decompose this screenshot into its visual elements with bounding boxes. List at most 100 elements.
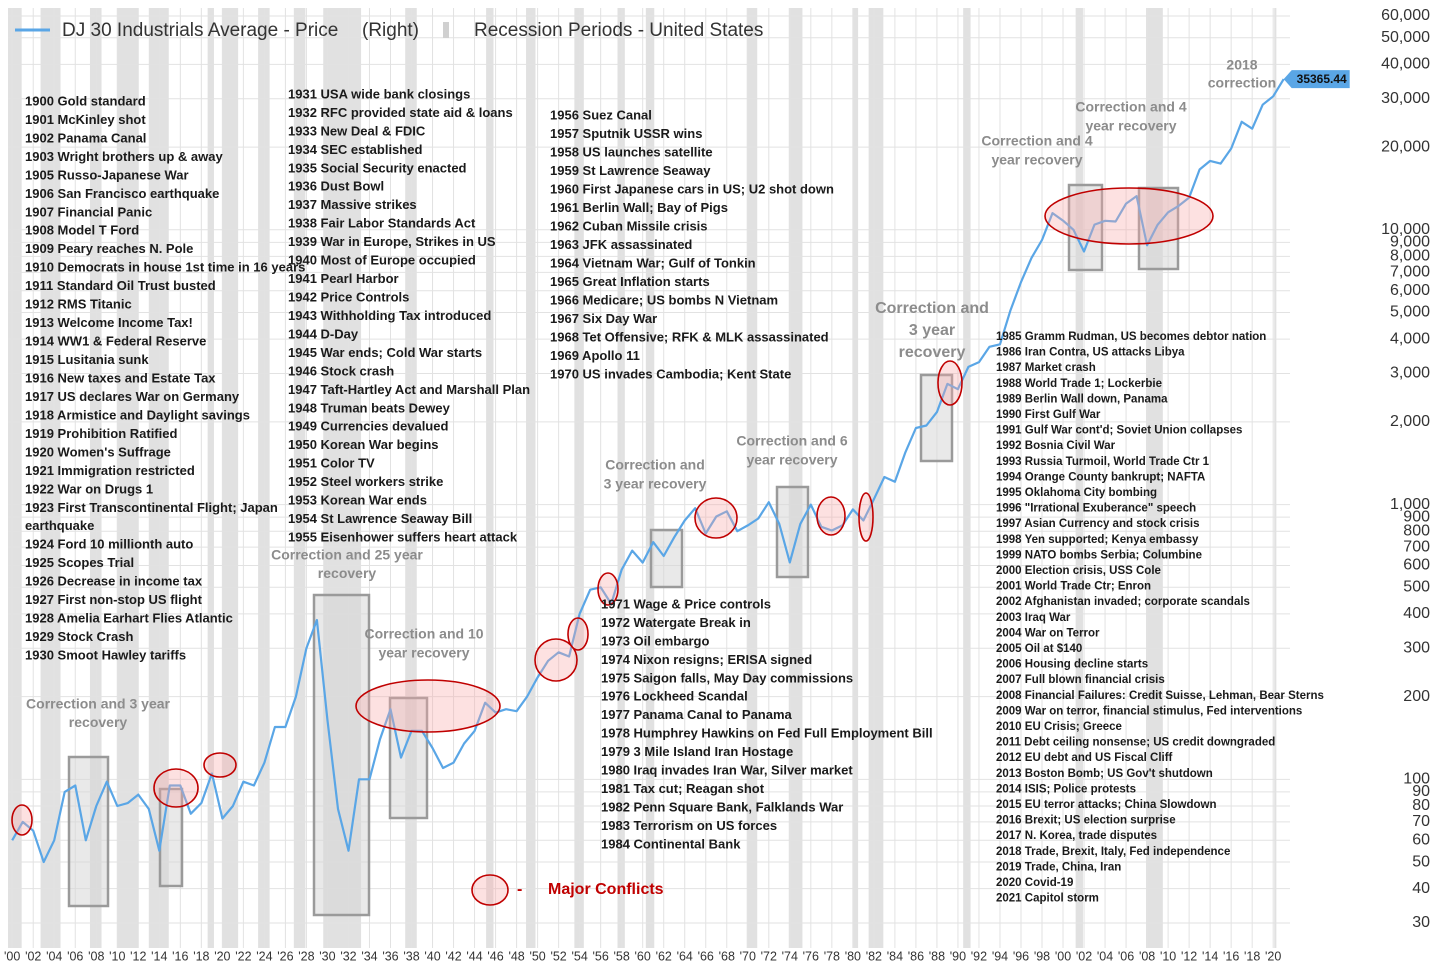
y-tick-label: 40	[1412, 880, 1430, 897]
y-tick-label: 8,000	[1390, 248, 1430, 265]
event-text: 1941 Pearl Harbor	[288, 271, 399, 286]
x-tick-label: '66	[698, 949, 714, 963]
x-tick-label: '18	[1244, 949, 1260, 963]
legend-label: DJ 30 Industrials Average - Price	[62, 20, 338, 41]
annotation-text: year recovery	[378, 645, 469, 661]
x-tick-label: '92	[971, 949, 987, 963]
event-text: 1917 US declares War on Germany	[25, 389, 240, 404]
recession-band	[1075, 8, 1083, 948]
event-text: 1962 Cuban Missile crisis	[550, 218, 708, 233]
conflict-ellipse	[203, 752, 237, 778]
annotation-text: Correction and 6	[736, 433, 847, 449]
event-text: 1958 US launches satellite	[550, 144, 713, 159]
x-tick-label: '58	[614, 949, 630, 963]
x-tick-label: '86	[908, 949, 924, 963]
event-text: 1911 Standard Oil Trust busted	[25, 278, 216, 293]
event-text: 1964 Vietnam War; Gulf of Tonkin	[550, 255, 756, 270]
annotation-text: recovery	[69, 714, 128, 730]
event-text: 1926 Decrease in income tax	[25, 574, 203, 589]
conflict-ellipse	[937, 360, 963, 406]
event-text: 1925 Scopes Trial	[25, 555, 134, 570]
line-layer	[11, 70, 1350, 864]
annotation-shapes	[67, 183, 1180, 917]
conflict-ellipse	[816, 496, 846, 536]
event-text: 1961 Berlin Wall; Bay of Pigs	[550, 200, 728, 215]
event-text: 1924 Ford 10 millionth auto	[25, 537, 193, 552]
event-text: 1970 US invades Cambodia; Kent State	[550, 366, 791, 381]
event-text: 1908 Model T Ford	[25, 223, 139, 238]
correction-box	[1137, 186, 1180, 271]
annotation-text: recovery	[899, 344, 966, 361]
x-tick-label: '04	[1097, 949, 1113, 963]
x-tick-label: '40	[424, 949, 440, 963]
recession-band	[8, 8, 22, 948]
last-value-callout	[1283, 70, 1350, 89]
event-text: 1987 Market crash	[996, 362, 1096, 374]
y-tick-label: 30,000	[1381, 90, 1430, 107]
conflict-ellipse	[153, 768, 199, 808]
correction-box	[919, 373, 954, 463]
y-tick-label: 2,000	[1390, 413, 1430, 430]
x-tick-label: '74	[782, 949, 798, 963]
event-text: 2012 EU debt and US Fiscal Cliff	[996, 752, 1173, 764]
conflict-ellipse	[567, 617, 589, 651]
x-tick-label: '00	[4, 949, 20, 963]
event-text: 1923 First Transcontinental Flight; Japa…	[25, 500, 278, 515]
x-tick-label: '12	[130, 949, 146, 963]
x-tick-label: '68	[719, 949, 735, 963]
event-text: 1959 St Lawrence Seaway	[550, 163, 711, 178]
annotation-text: Correction and 4	[981, 133, 1092, 149]
event-text: 1997 Asian Currency and stock crisis	[996, 518, 1199, 530]
event-text: 1913 Welcome Income Tax!	[25, 315, 193, 330]
y-tick-label: 50	[1412, 853, 1430, 870]
legend-conflict-ellipse	[471, 874, 509, 906]
legend: DJ 30 Industrials Average - Price (Right…	[15, 20, 763, 41]
x-tick-label: '14	[1202, 949, 1218, 963]
event-text: 1935 Social Security enacted	[288, 160, 467, 175]
x-tick-label: '16	[172, 949, 188, 963]
legend-axis-note: (Right)	[362, 20, 419, 41]
event-text: 1905 Russo-Japanese War	[25, 167, 189, 182]
x-tick-label: '10	[1160, 949, 1176, 963]
x-tick-label: '62	[656, 949, 672, 963]
x-tick-label: '60	[635, 949, 651, 963]
event-text: 2021 Capitol storm	[996, 893, 1099, 905]
event-text: 1930 Smoot Hawley tariffs	[25, 648, 186, 663]
annotation-text: Correction and	[605, 457, 705, 473]
event-text: 2006 Housing decline starts	[996, 659, 1148, 671]
event-text: 1954 St Lawrence Seaway Bill	[288, 511, 472, 526]
x-tick-label: '98	[1034, 949, 1050, 963]
event-text: 1984 Continental Bank	[601, 836, 741, 851]
conflict-ellipse	[11, 804, 33, 836]
event-text: 1931 USA wide bank closings	[288, 86, 470, 101]
x-tick-label: '42	[445, 949, 461, 963]
event-text: earthquake	[25, 518, 94, 533]
recession-band	[1274, 8, 1277, 948]
event-text: 1979 3 Mile Island Iran Hostage	[601, 744, 793, 759]
y-tick-label: 7,000	[1390, 264, 1430, 281]
conflict-ellipse	[694, 497, 738, 539]
y-tick-label: 600	[1403, 557, 1430, 574]
x-tick-label: '64	[677, 949, 693, 963]
event-text: 2015 EU terror attacks; China Slowdown	[996, 799, 1216, 811]
recession-band	[117, 8, 139, 948]
annotation-text: Correction and 3 year	[26, 696, 170, 712]
event-text: 1956 Suez Canal	[550, 107, 652, 122]
event-text: 1976 Lockheed Scandal	[601, 689, 748, 704]
event-text: 2004 War on Terror	[996, 627, 1100, 639]
event-text: 1907 Financial Panic	[25, 204, 152, 219]
y-tick-label: 400	[1403, 605, 1430, 622]
y-tick-label: 100	[1403, 771, 1430, 788]
conflict-ellipse	[534, 638, 578, 682]
x-tick-label: '02	[1076, 949, 1092, 963]
event-text: 1951 Color TV	[288, 456, 375, 471]
event-text: 1919 Prohibition Ratified	[25, 426, 177, 441]
x-tick-label: '94	[992, 949, 1008, 963]
event-text: 1945 War ends; Cold War starts	[288, 345, 482, 360]
annotation-text: recovery	[318, 565, 377, 581]
event-text: 2020 Covid-19	[996, 877, 1073, 889]
x-tick-label: '14	[151, 949, 167, 963]
y-tick-label: 60	[1412, 832, 1430, 849]
recession-band	[963, 8, 971, 948]
